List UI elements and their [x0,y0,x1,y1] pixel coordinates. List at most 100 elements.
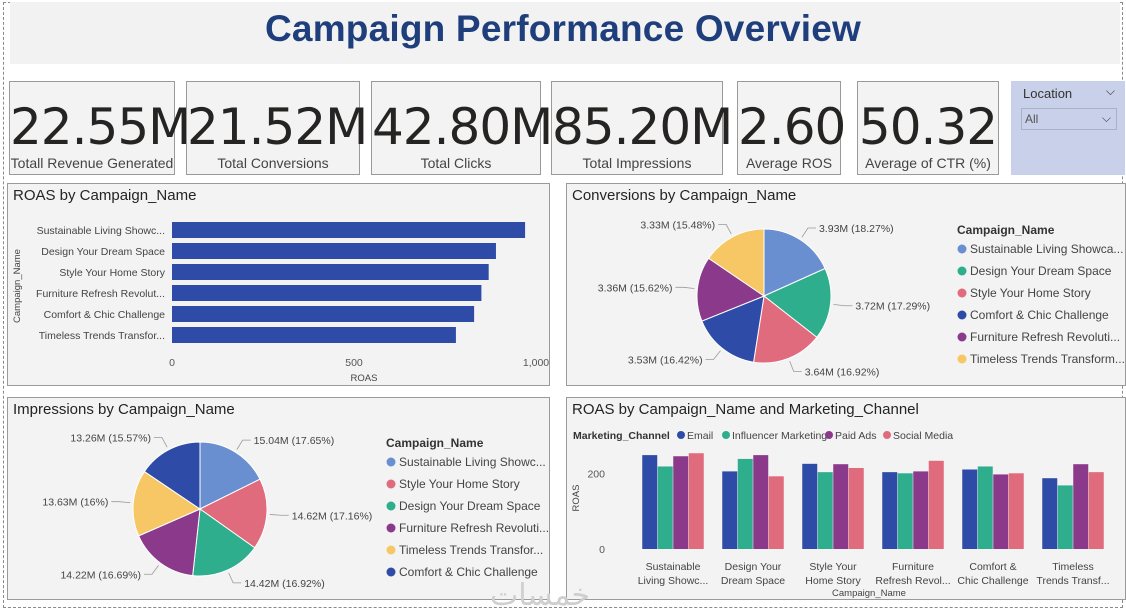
category-label: Sustainable [646,561,701,573]
leader-line [153,437,168,448]
legend-marker [386,479,396,489]
column-bar [688,453,704,549]
leader-line [705,350,721,360]
y-axis-label: ROAS [571,485,582,512]
x-tick-label: 0 [169,357,175,369]
legend-marker [386,567,396,577]
legend-label: Social Media [893,430,953,442]
legend-label: Paid Ads [835,430,876,442]
column-bar [817,472,833,549]
legend-marker [386,501,396,511]
roas-channel-column-chart[interactable]: ROAS by Campaign_Name and Marketing_Chan… [566,397,1126,600]
category-label: Trends Transf... [1036,575,1109,587]
bar [172,243,496,259]
pie-slice [137,508,201,577]
chart-title: ROAS by Campaign_Name and Marketing_Chan… [572,401,919,418]
data-label: 3.64M (16.92%) [805,366,880,378]
column-bar [962,469,978,549]
kpi-value: 50.32 [858,98,998,156]
location-slicer[interactable]: Location ⌵ All ⌵ [1011,81,1125,175]
chevron-down-icon[interactable]: ⌵ [1105,84,1115,98]
roas-channel-svg: Marketing_Channel Email Influencer Marketi… [571,430,1110,599]
y-tick-label: 200 [587,468,605,480]
pie-slice [763,267,832,338]
x-tick-label: 500 [345,357,363,369]
column-bar [833,464,849,549]
location-dropdown[interactable]: All ⌵ [1021,108,1117,130]
kpi-card-clicks: 42.80M Total Clicks [371,81,553,175]
kpi-value: 85.20M [552,98,733,156]
legend-title: Campaign_Name [386,436,484,450]
category-label: Timeless Trends Transfor... [39,330,165,342]
category-label: Style Your [809,561,857,573]
watermark: خمسات [490,578,591,612]
roas-bar-chart[interactable]: ROAS by Campaign_Name Sustainable Living… [7,183,550,386]
legend-label: Comfort & Chic Challenge [399,565,538,579]
kpi-label: Total Conversions [217,155,329,171]
column-bar [897,473,913,549]
data-label: 3.33M (15.48%) [640,219,715,231]
legend-marker [883,431,891,439]
data-label: 3.72M (17.29%) [855,301,930,313]
page-title: Campaign Performance Overview [265,8,861,49]
pie-slice [199,478,268,549]
conversions-pie-svg: 3.93M (18.27%) 3.72M (17.29%) 3.64M (16.92… [598,219,1125,378]
y-tick-label: 0 [599,544,605,556]
legend-marker [386,523,396,533]
legend-marker [957,244,967,254]
kpi-card-ros: 2.60 Average ROS [737,81,846,175]
column-bar [722,471,738,549]
legend-marker [957,332,967,342]
leader-line [801,227,816,238]
legend-marker [722,431,730,439]
kpi-label: Average of CTR (%) [865,155,991,171]
pie-slice [701,295,765,363]
column-bar [802,463,818,549]
chart-title: Impressions by Campaign_Name [13,401,235,418]
impressions-pie-chart[interactable]: Impressions by Campaign_Name 15.04M (17.… [7,397,550,600]
category-label: Furniture [892,561,934,573]
column-bar [848,467,864,549]
leader-line [789,360,802,372]
slicer-title: Location [1023,86,1073,101]
column-bar [1057,485,1073,549]
legend-marker [957,310,967,320]
category-label: Home Story [805,575,861,587]
legend-label: Influencer Marketing [732,430,827,442]
kpi-label: Average ROS [745,155,833,171]
bar [172,264,489,280]
data-label: 3.93M (18.27%) [819,223,894,235]
legend-title: Marketing_Channel [573,430,670,442]
legend-label: Timeless Trends Transform... [970,352,1125,366]
x-axis-label: Campaign_Name [832,588,906,599]
category-label: Comfort & [969,561,1016,573]
bar [172,222,526,238]
kpi-label: Totall Revenue Generated [10,155,174,171]
leader-line [228,572,242,584]
legend-marker [957,266,967,276]
kpi-value: 22.55M [10,98,191,156]
legend-marker [957,354,967,364]
legend-label: Style Your Home Story [970,286,1091,300]
category-label: Comfort & Chic Challenge [44,309,166,321]
column-bar [882,472,898,549]
leader-line [236,439,251,450]
data-label: 3.36M (15.62%) [598,282,673,294]
column-bar [1008,473,1024,549]
category-label: Living Showc... [638,575,709,587]
legend-label: Design Your Dream Space [399,499,541,513]
category-label: Furniture Refresh Revolut... [36,288,165,300]
conversions-pie-chart[interactable]: Conversions by Campaign_Name 3.93M (18.2… [566,183,1126,386]
data-label: 14.42M (16.92%) [244,578,325,590]
legend-label: Sustainable Living Showca... [970,242,1123,256]
pie-slice [696,257,766,322]
category-label: Chic Challenge [957,575,1028,587]
category-label: Dream Space [721,575,785,587]
category-label: Design Your [725,561,782,573]
legend-marker [957,288,967,298]
leader-line [833,304,853,307]
kpi-value: 42.80M [372,98,553,156]
legend-marker [386,545,396,555]
leader-line [718,223,732,235]
column-bar [1042,478,1058,549]
